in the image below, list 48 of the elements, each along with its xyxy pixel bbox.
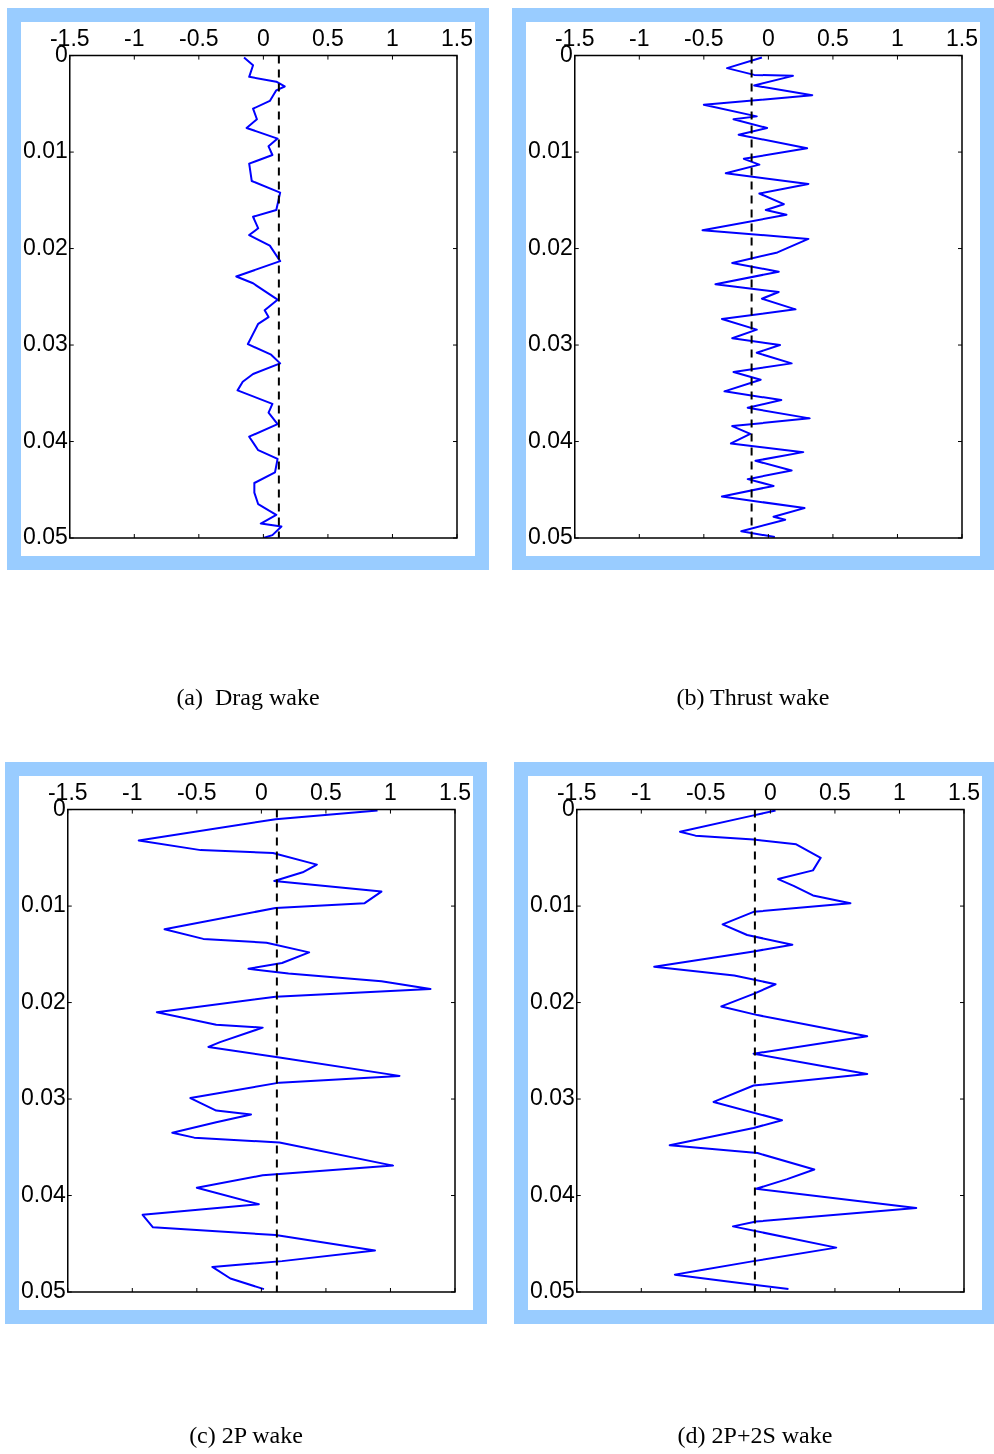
x-tick-label: 1.5 — [439, 779, 471, 806]
x-tick-label: 1 — [891, 25, 904, 52]
y-tick-label: 0.01 — [21, 891, 66, 918]
y-tick-label: 0.03 — [21, 1084, 66, 1111]
x-tick-label: 1 — [386, 25, 399, 52]
x-tick-label: -1 — [122, 779, 143, 806]
y-tick-label: 0.03 — [530, 1084, 575, 1111]
y-tick-label: 0.05 — [528, 523, 573, 550]
x-tick-label: 0 — [763, 779, 777, 806]
y-tick-label: 0.01 — [528, 137, 573, 164]
x-tick-label: -0.5 — [686, 779, 726, 806]
x-tick-label: 0.5 — [309, 779, 342, 806]
y-tick-label: 0.02 — [530, 987, 575, 1014]
x-tick-label: 0.5 — [311, 25, 344, 52]
y-tick-label: 0.05 — [530, 1277, 575, 1304]
y-tick-label: 0.01 — [23, 137, 68, 164]
x-tick-label: -0.5 — [179, 25, 219, 52]
y-tick-label: 0.02 — [23, 233, 68, 260]
text: (c) 2P wake — [188, 1422, 304, 1449]
y-tick-label: 0.04 — [23, 426, 68, 453]
text: (d) 2P+2S wake — [676, 1422, 834, 1449]
x-tick-label: -1 — [631, 779, 652, 806]
text: (a) Drag wake — [175, 684, 321, 711]
y-tick-label: 0.03 — [23, 330, 68, 357]
text: (b) Thrust wake — [675, 684, 831, 711]
x-tick-label: 1 — [384, 779, 397, 806]
x-tick-label: -0.5 — [684, 25, 724, 52]
y-tick-label: 0.04 — [528, 426, 573, 453]
x-tick-label: 0.5 — [816, 25, 849, 52]
y-tick-label: 0.05 — [23, 523, 68, 550]
x-tick-label: 0 — [761, 25, 775, 52]
y-tick-label: 0.04 — [530, 1180, 575, 1207]
x-tick-label: 0.5 — [818, 779, 851, 806]
y-tick-label: 0.05 — [21, 1277, 66, 1304]
x-tick-label: 1.5 — [946, 25, 978, 52]
y-tick-label: 0.03 — [528, 330, 573, 357]
x-tick-label: -1 — [629, 25, 650, 52]
x-tick-label: 1.5 — [948, 779, 980, 806]
x-tick-label: 0 — [256, 25, 270, 52]
x-tick-label: 1 — [893, 779, 906, 806]
x-tick-label: -1 — [124, 25, 145, 52]
y-tick-label: 0.02 — [528, 233, 573, 260]
y-tick-label: 0.01 — [530, 891, 575, 918]
x-tick-label: 0 — [254, 779, 268, 806]
y-tick-label: 0.02 — [21, 987, 66, 1014]
x-tick-label: -0.5 — [177, 779, 217, 806]
x-tick-label: 1.5 — [441, 25, 473, 52]
y-tick-label: 0.04 — [21, 1180, 66, 1207]
